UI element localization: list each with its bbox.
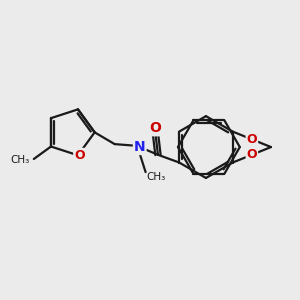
Text: CH₃: CH₃ [10, 155, 29, 166]
Text: O: O [247, 148, 257, 161]
Text: O: O [74, 149, 85, 162]
Text: CH₃: CH₃ [146, 172, 165, 182]
Text: O: O [247, 133, 257, 146]
Text: N: N [134, 140, 146, 154]
Text: O: O [149, 121, 161, 135]
